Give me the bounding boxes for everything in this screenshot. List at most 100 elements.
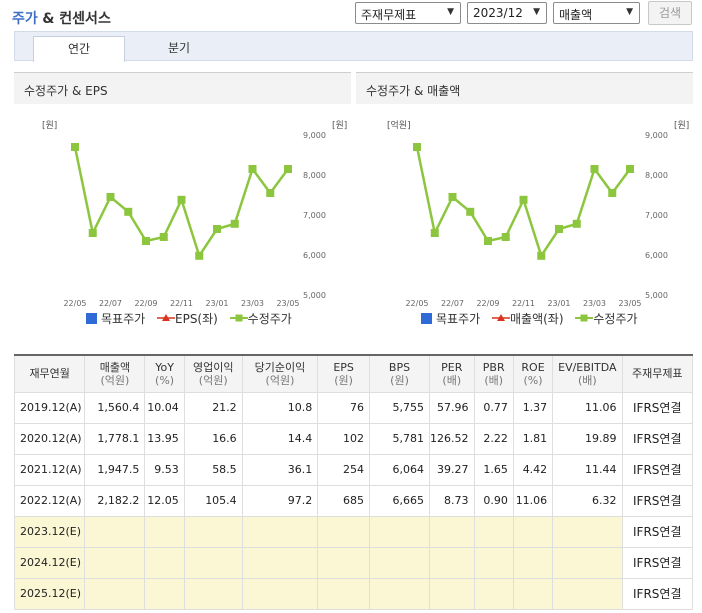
value-cell: 16.6 xyxy=(183,422,243,455)
column-header: 재무연월 xyxy=(13,354,86,393)
price-data-point xyxy=(106,193,115,201)
title-stock: 주가 xyxy=(12,11,38,27)
column-header-label: 매출액 xyxy=(99,360,131,374)
value-cell: 6,665 xyxy=(368,484,431,517)
value-cell: 1,778.1 xyxy=(84,422,146,455)
search-button[interactable]: 검색 xyxy=(648,1,692,25)
column-header: 영업이익 (억원) xyxy=(183,354,243,393)
value-cell: 126.52 xyxy=(429,422,475,455)
x-tick-label: 23/01 xyxy=(205,299,228,308)
column-header-unit: (원) xyxy=(334,373,353,387)
tab-annual[interactable]: 연간 xyxy=(33,36,125,62)
revenue-marker-icon xyxy=(492,312,510,326)
right-axis-unit: [원] xyxy=(674,120,689,131)
x-tick-label: 23/05 xyxy=(276,299,299,308)
column-header-label: EPS xyxy=(333,360,354,374)
y-tick-label: 9,000 xyxy=(645,131,668,140)
standard-cell: IFRS연결 xyxy=(621,422,694,455)
value-cell: 10.8 xyxy=(241,391,319,424)
value-cell xyxy=(241,546,319,579)
price-data-point xyxy=(590,165,599,173)
value-cell: 39.27 xyxy=(429,453,475,486)
y-tick-label: 6,000 xyxy=(303,251,326,260)
table-row: 2021.12(A) 1,947.5 9.53 58.5 36.1 254 6,064 39.… xyxy=(13,453,694,486)
value-cell xyxy=(552,546,623,579)
price-data-point xyxy=(213,225,221,233)
period-cell: 2025.12(E) xyxy=(13,577,86,610)
value-cell: 11.06 xyxy=(552,391,623,424)
value-cell xyxy=(429,577,475,610)
x-tick-label: 23/03 xyxy=(241,299,264,308)
column-header: 주재무제표 xyxy=(621,354,694,393)
value-cell xyxy=(144,546,185,579)
price-data-point xyxy=(519,195,528,204)
period-cell: 2020.12(A) xyxy=(13,422,86,455)
column-header-label: 주재무제표 xyxy=(631,367,683,381)
value-cell: 14.4 xyxy=(241,422,319,455)
x-tick-label: 22/11 xyxy=(512,299,535,308)
left-axis-unit: [원] xyxy=(42,120,57,131)
value-cell xyxy=(368,546,431,579)
basis-select[interactable]: 주재무제표 ▼ xyxy=(355,2,461,24)
column-header-label: YoY xyxy=(155,360,174,374)
standard-cell: IFRS연결 xyxy=(621,484,694,517)
table-row: 2023.12(E) IFRS연결 xyxy=(13,515,694,548)
price-data-point xyxy=(71,143,79,151)
value-cell xyxy=(473,577,514,610)
price-data-point xyxy=(501,233,510,241)
value-cell xyxy=(241,515,319,548)
value-cell xyxy=(144,577,185,610)
y-tick-label: 5,000 xyxy=(645,291,668,300)
x-tick-label: 22/09 xyxy=(476,299,499,308)
chart-left-title: 수정주가 & EPS xyxy=(24,84,108,98)
price-revenue-chart: [억원] [원] 9,000 8,000 7,000 6,000 5,000 22/05 2… xyxy=(387,119,689,308)
column-header: PBR (배) xyxy=(473,354,514,393)
value-cell xyxy=(473,515,514,548)
tab-quarterly[interactable]: 분기 xyxy=(167,41,191,55)
price-marker-icon xyxy=(575,312,594,326)
value-cell: 0.90 xyxy=(473,484,514,517)
column-header: 매출액 (억원) xyxy=(84,354,146,393)
value-cell xyxy=(512,546,554,579)
value-cell: 9.53 xyxy=(144,453,185,486)
chevron-down-icon: ▼ xyxy=(533,7,540,17)
value-cell: 21.2 xyxy=(183,391,243,424)
value-cell xyxy=(84,546,146,579)
standard-cell: IFRS연결 xyxy=(621,546,694,579)
y-tick-label: 7,000 xyxy=(303,211,326,220)
price-data-point xyxy=(466,207,475,216)
value-cell: 685 xyxy=(317,484,370,517)
value-cell xyxy=(368,515,431,548)
price-data-point xyxy=(448,193,457,201)
price-data-point xyxy=(555,225,563,233)
column-header: 당기순이익 (억원) xyxy=(241,354,319,393)
value-cell: 11.44 xyxy=(552,453,623,486)
value-cell xyxy=(183,515,243,548)
value-cell: 105.4 xyxy=(183,484,243,517)
value-cell xyxy=(473,546,514,579)
x-tick-label: 22/11 xyxy=(170,299,193,308)
table-row: 2020.12(A) 1,778.1 13.95 16.6 14.4 102 5,781 12… xyxy=(13,422,694,455)
price-marker-icon xyxy=(229,312,248,326)
price-data-point xyxy=(88,229,97,237)
price-data-point xyxy=(413,143,421,151)
financial-summary-table: 재무연월 매출액 (억원) YoY (%) 영업이익 (억원) 당기순이익 (억원) EPS (원)… xyxy=(13,354,694,610)
value-cell: 5,755 xyxy=(368,391,431,424)
value-cell: 97.2 xyxy=(241,484,319,517)
legend-item: 수정주가 xyxy=(247,312,292,326)
title-consensus: & 컨센서스 xyxy=(42,11,111,27)
column-header-unit: (원) xyxy=(390,373,409,387)
period-select[interactable]: 2023/12 ▼ xyxy=(467,2,547,24)
value-cell xyxy=(241,577,319,610)
chart-left-header: 수정주가 & EPS xyxy=(14,72,351,104)
value-cell: 5,781 xyxy=(368,422,431,455)
basis-select-value: 주재무제표 xyxy=(361,8,417,22)
price-data-point xyxy=(626,165,634,173)
item-select[interactable]: 매출액 ▼ xyxy=(553,2,640,24)
y-tick-label: 5,000 xyxy=(303,291,326,300)
table-row: 2022.12(A) 2,182.2 12.05 105.4 97.2 685 6,665 8… xyxy=(13,484,694,517)
value-cell xyxy=(317,577,370,610)
column-header: EV/EBITDA (배) xyxy=(552,354,623,393)
value-cell: 10.04 xyxy=(144,391,185,424)
column-header-unit: (배) xyxy=(484,373,504,387)
